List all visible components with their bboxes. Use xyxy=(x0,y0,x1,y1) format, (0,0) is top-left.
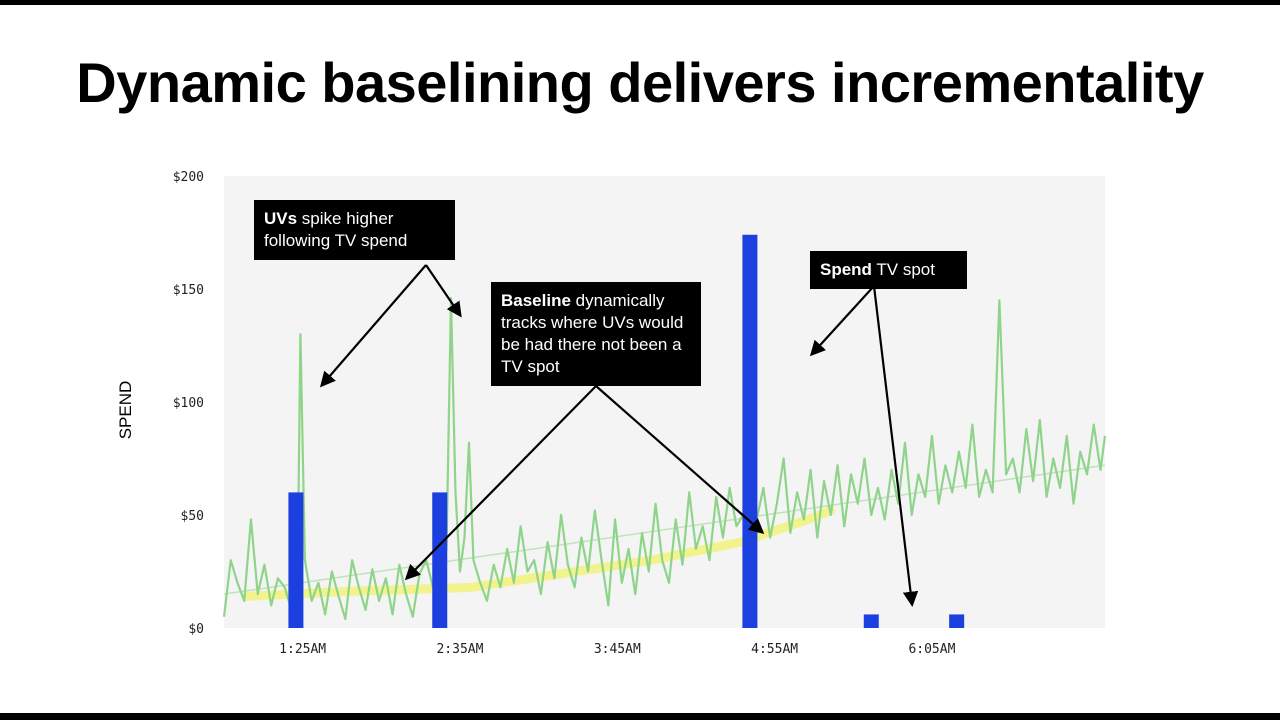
top-border xyxy=(0,0,1280,5)
x-tick-label: 4:55AM xyxy=(751,642,798,657)
bottom-border xyxy=(0,713,1280,720)
y-tick-label: $100 xyxy=(173,396,204,411)
x-tick-label: 6:05AM xyxy=(908,642,955,657)
x-tick-label: 1:25AM xyxy=(279,642,326,657)
callout-baseline: Baseline dynamically tracks where UVs wo… xyxy=(491,282,701,386)
annotation-arrow xyxy=(319,264,427,388)
spend-bar xyxy=(863,614,879,628)
annotation-arrow xyxy=(425,264,462,318)
callout-baseline-text: dynamically tracks where UVs would be ha… xyxy=(501,291,684,376)
callout-uvs-bold: UVs xyxy=(264,209,298,228)
uv-series-line xyxy=(222,296,1107,621)
annotation-arrow xyxy=(595,385,765,535)
y-tick-label: $0 xyxy=(188,622,204,637)
spend-bar xyxy=(432,492,448,628)
y-tick-label: $200 xyxy=(173,170,204,185)
spend-bar xyxy=(742,234,758,628)
x-tick-label: 3:45AM xyxy=(594,642,641,657)
x-tick-label: 2:35AM xyxy=(436,642,483,657)
annotation-arrow xyxy=(404,385,597,581)
callout-baseline-bold: Baseline xyxy=(501,291,571,310)
y-tick-label: $150 xyxy=(173,283,204,298)
callout-uvs: UVs spike higher following TV spend xyxy=(254,200,455,260)
spend-bar xyxy=(288,492,304,628)
annotation-arrow xyxy=(872,285,919,608)
spend-bar xyxy=(949,614,965,628)
callout-spend: Spend TV spot xyxy=(810,251,967,289)
callout-spend-text: TV spot xyxy=(871,260,935,279)
annotation-arrow xyxy=(809,285,875,357)
y-tick-label: $50 xyxy=(181,509,204,524)
callout-spend-bold: Spend xyxy=(820,260,872,279)
callout-uvs-text: spike higher following TV spend xyxy=(264,209,408,250)
page-title: Dynamic baselining delivers incrementali… xyxy=(76,51,1204,114)
